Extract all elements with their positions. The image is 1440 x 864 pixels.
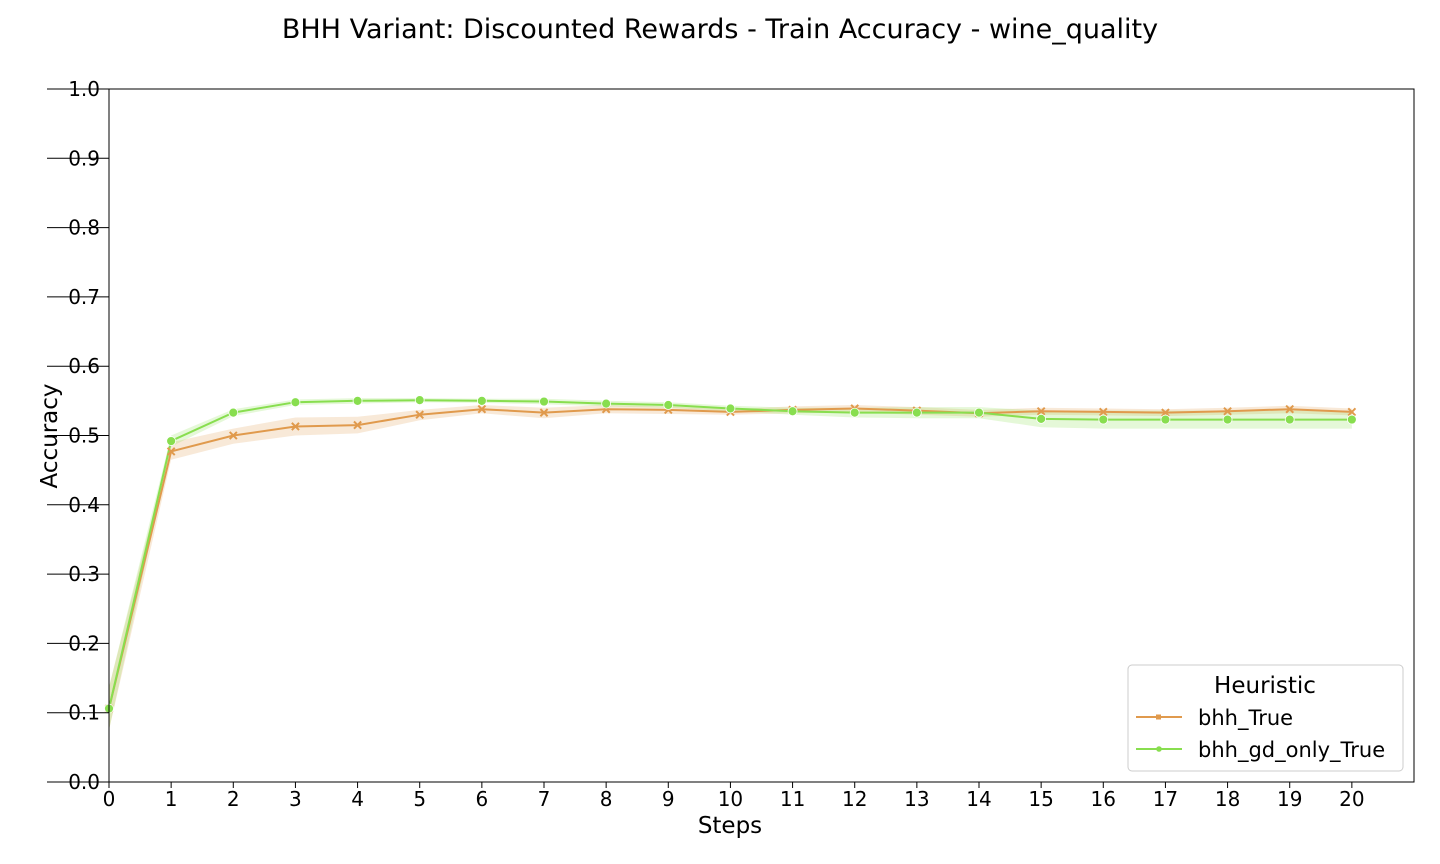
series-markers [104,395,1357,714]
point-bhh-true [228,431,238,440]
point-bhh-gd-only-true [663,400,674,410]
legend-label-bhh-true: bhh_True [1198,706,1293,731]
point-bhh-true [291,422,300,431]
legend-marker-bhh-true [1156,714,1161,720]
point-bhh-gd-only-true [539,396,549,407]
legend-title: Heuristic [1214,673,1316,699]
point-bhh-gd-only-true [1098,414,1109,425]
x-tick-label: 19 [1277,787,1302,811]
point-bhh-true [415,410,425,420]
point-bhh-gd-only-true [1284,414,1295,425]
point-bhh-gd-only-true [974,407,984,418]
series-lines [108,399,1352,709]
x-tick-label: 15 [1028,787,1053,811]
legend-label-bhh-gd-only-true: bhh_gd_only_True [1198,738,1385,763]
band-bhh-true [109,405,1352,730]
point-bhh-gd-only-true [787,406,798,417]
y-axis: 0.0 0.1 0.2 0.3 0.4 0.5 0.6 0.7 0.8 0.9 1.0 [47,77,109,794]
legend-marker-bhh-gd-only-true [1156,746,1162,752]
confidence-bands [109,398,1352,730]
x-tick-label: 5 [413,787,426,811]
legend: Heuristic bhh_True bhh_gd_only_True [1127,664,1404,772]
y-tick-label: 0.4 [68,493,100,517]
y-axis-label: Accuracy [37,383,63,488]
point-bhh-gd-only-true [352,395,363,406]
point-bhh-true [1347,407,1357,417]
x-tick-label: 6 [475,787,488,811]
x-tick-label: 14 [966,787,991,811]
x-tick-label: 18 [1215,787,1240,811]
point-bhh-gd-only-true [1036,413,1047,424]
y-tick-label: 0.0 [68,770,100,794]
point-bhh-true [1036,406,1046,416]
y-tick-label: 1.0 [68,77,100,101]
point-bhh-true [1223,406,1232,416]
point-bhh-true [477,404,487,414]
x-tick-label: 4 [351,787,364,811]
point-bhh-true [353,420,362,430]
x-tick-label: 17 [1153,787,1178,811]
y-tick-label: 0.3 [68,562,100,586]
x-tick-label: 20 [1339,787,1364,811]
y-tick-label: 0.9 [68,146,100,170]
x-tick-label: 13 [904,787,929,811]
point-bhh-gd-only-true [1346,414,1357,425]
point-bhh-gd-only-true [849,407,860,418]
y-tick-label: 0.6 [68,354,100,378]
x-tick-label: 10 [718,787,743,811]
chart-title: BHH Variant: Discounted Rewards - Train … [282,14,1158,45]
x-axis: 0 1 2 3 4 5 6 7 8 9 10 11 12 13 14 15 16 17 18 19 20 [103,782,1365,811]
point-bhh-gd-only-true [476,395,487,406]
y-tick-label: 0.2 [68,631,100,655]
line-bhh-gd-only-true [108,399,1352,709]
x-tick-label: 9 [662,787,675,811]
point-bhh-gd-only-true [166,436,177,446]
y-tick-label: 0.8 [68,216,100,240]
point-bhh-gd-only-true [228,407,239,418]
point-bhh-true [1161,408,1170,417]
x-tick-label: 2 [227,787,240,811]
point-bhh-gd-only-true [414,395,425,406]
y-tick-label: 0.7 [68,285,100,309]
point-bhh-true [539,408,549,417]
point-bhh-gd-only-true [911,407,922,418]
x-axis-label: Steps [698,813,762,839]
x-tick-label: 0 [103,787,116,811]
x-tick-label: 8 [600,787,613,811]
point-bhh-gd-only-true [290,397,301,408]
point-bhh-gd-only-true [1160,414,1171,425]
point-bhh-gd-only-true [725,403,736,414]
x-tick-label: 11 [780,787,805,811]
point-bhh-true [1098,407,1108,417]
x-tick-label: 7 [538,787,551,811]
point-bhh-gd-only-true [1222,414,1233,425]
y-tick-label: 0.5 [68,424,100,448]
point-bhh-gd-only-true [601,398,612,409]
x-tick-label: 1 [165,787,178,811]
point-bhh-true [166,447,176,456]
line-bhh-true [108,407,1352,709]
x-tick-label: 12 [842,787,867,811]
y-tick-label: 0.1 [68,701,100,725]
x-tick-label: 16 [1091,787,1116,811]
point-bhh-true [1285,404,1295,414]
x-tick-label: 3 [289,787,302,811]
legend-box [1127,664,1404,772]
